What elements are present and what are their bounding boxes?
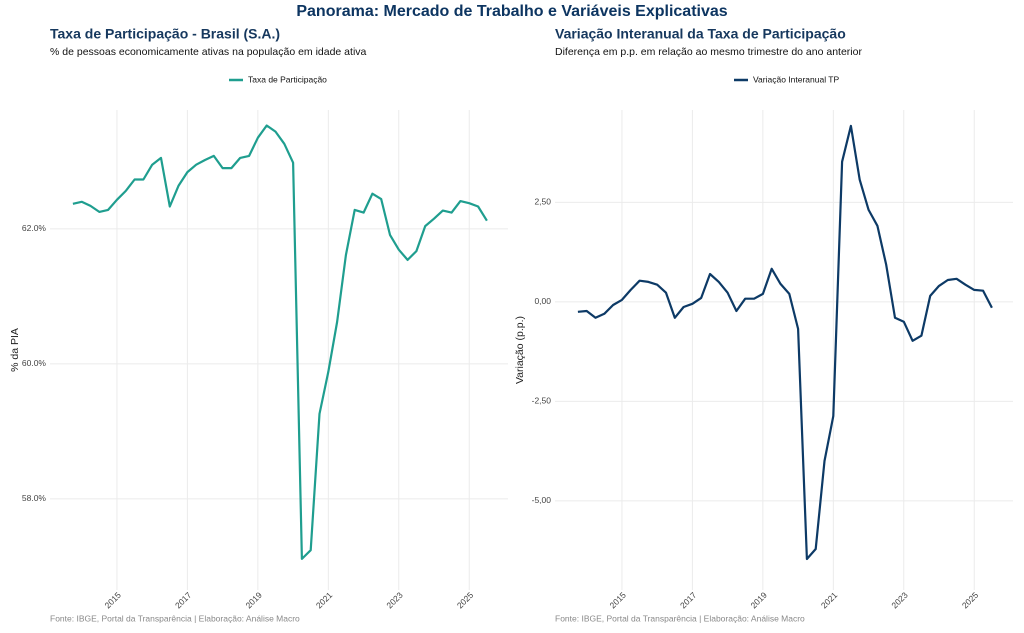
y-tick-label: -2,50 <box>532 396 552 406</box>
y-tick-label: 0,00 <box>534 296 551 306</box>
x-tick-label: 2019 <box>748 590 769 611</box>
y-tick-label: -5,00 <box>532 495 552 505</box>
caption: Fonte: IBGE, Portal da Transparência | E… <box>555 613 805 623</box>
y-tick-label: 2,50 <box>534 197 551 207</box>
x-tick-label: 2025 <box>455 590 476 611</box>
x-tick-label: 2017 <box>678 590 699 611</box>
y-tick-label: 58.0% <box>22 493 47 503</box>
series-line <box>72 124 488 560</box>
y-axis-title: % da PIA <box>9 328 21 372</box>
x-tick-label: 2017 <box>173 590 194 611</box>
panel-title: Taxa de Participação - Brasil (S.A.) <box>50 26 280 42</box>
legend-label: Taxa de Participação <box>248 74 327 84</box>
main-title: Panorama: Mercado de Trabalho e Variávei… <box>296 3 727 20</box>
legend-label: Variação Interanual TP <box>753 74 839 84</box>
y-tick-label: 60.0% <box>22 358 47 368</box>
x-tick-label: 2021 <box>314 590 335 611</box>
x-tick-label: 2019 <box>243 590 264 611</box>
x-tick-label: 2023 <box>889 590 910 611</box>
series-line <box>577 124 993 561</box>
x-tick-label: 2025 <box>960 590 981 611</box>
panel-subtitle: Diferença em p.p. em relação ao mesmo tr… <box>555 46 862 58</box>
y-tick-label: 62.0% <box>22 223 47 233</box>
caption: Fonte: IBGE, Portal da Transparência | E… <box>50 613 300 623</box>
x-tick-label: 2023 <box>384 590 405 611</box>
x-tick-label: 2021 <box>819 590 840 611</box>
panel-subtitle: % de pessoas economicamente ativas na po… <box>50 46 367 58</box>
x-tick-label: 2015 <box>607 590 628 611</box>
panel-title: Variação Interanual da Taxa de Participa… <box>555 26 846 42</box>
x-tick-label: 2015 <box>102 590 123 611</box>
y-axis-title: Variação (p.p.) <box>514 316 526 384</box>
